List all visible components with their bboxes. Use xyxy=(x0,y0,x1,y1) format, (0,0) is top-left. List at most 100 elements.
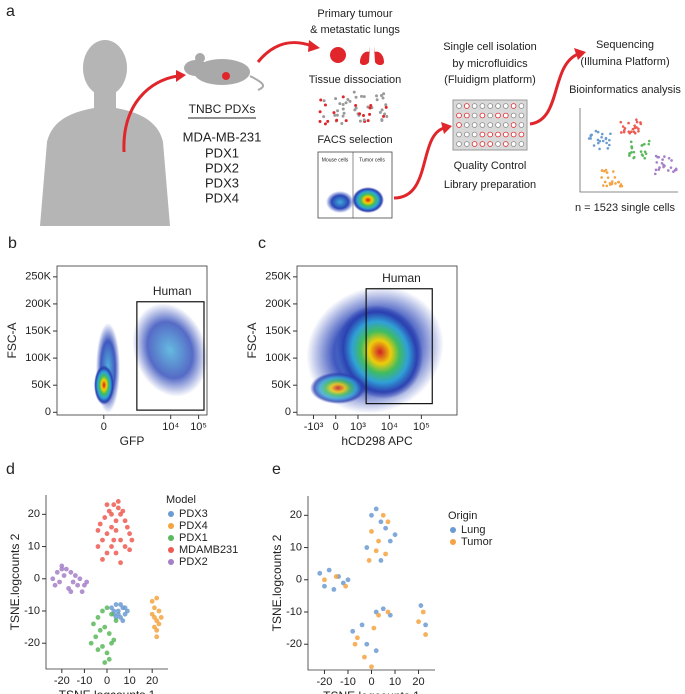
x-tick-label: 20 xyxy=(146,675,158,687)
point xyxy=(95,528,101,533)
point xyxy=(118,537,123,543)
chip-well xyxy=(463,112,470,119)
y-tick-label: -10 xyxy=(286,606,302,618)
mini-point xyxy=(653,172,657,176)
chip-well xyxy=(456,131,462,138)
point xyxy=(102,515,108,520)
mini-point xyxy=(629,140,633,144)
point xyxy=(385,519,391,525)
cell xyxy=(318,110,322,114)
cell xyxy=(334,97,338,101)
cell xyxy=(368,112,372,116)
mini-point xyxy=(606,176,610,179)
y-axis-label: TSNE.logcounts 2 xyxy=(8,533,22,630)
mini-point xyxy=(637,127,640,131)
x-axis-label: GFP xyxy=(120,434,145,448)
y-tick-label: 20 xyxy=(28,508,40,520)
cell xyxy=(358,112,362,116)
x-tick-label: 10⁴ xyxy=(381,421,398,433)
chip-well xyxy=(502,112,509,119)
cell xyxy=(381,96,385,100)
legend-label: PDX2 xyxy=(179,556,208,568)
point xyxy=(100,557,105,562)
gate-label: Human xyxy=(382,271,421,285)
point xyxy=(366,558,372,563)
cell xyxy=(318,119,322,123)
mini-point xyxy=(628,154,631,157)
chip-well xyxy=(471,103,478,109)
cell xyxy=(322,99,326,103)
mini-point xyxy=(621,125,625,128)
point xyxy=(100,537,105,543)
mini-tsne xyxy=(579,108,678,193)
point xyxy=(149,611,155,617)
point xyxy=(152,624,157,630)
x-axis-label: hCD298 APC xyxy=(341,434,413,448)
point xyxy=(54,569,60,575)
point xyxy=(423,632,428,637)
legend-label: MDAMB231 xyxy=(179,544,238,556)
point xyxy=(113,518,119,524)
point xyxy=(378,558,384,563)
point xyxy=(127,547,132,553)
step-text: (Fluidigm platform) xyxy=(444,74,536,86)
mini-point xyxy=(596,141,600,145)
chip-well xyxy=(456,112,462,119)
point xyxy=(385,609,391,615)
y-tick-label: 0 xyxy=(296,574,302,586)
cell xyxy=(332,111,336,115)
legend-label: PDX1 xyxy=(179,532,208,544)
point xyxy=(120,618,126,624)
mini-point xyxy=(635,126,638,129)
gate-label: Human xyxy=(153,284,192,298)
point xyxy=(97,521,103,527)
mini-point xyxy=(605,171,609,174)
mini-point xyxy=(635,120,639,124)
point xyxy=(97,627,103,633)
chip-well xyxy=(487,141,494,147)
mini-point xyxy=(603,180,607,184)
point xyxy=(100,644,105,649)
point xyxy=(387,538,393,544)
chip-well xyxy=(495,112,501,119)
legend-marker xyxy=(168,511,174,517)
mini-point xyxy=(666,169,670,172)
legend-marker xyxy=(450,527,456,533)
point xyxy=(63,566,69,572)
x-tick-label: -20 xyxy=(317,676,333,688)
cell xyxy=(382,92,386,96)
chip-well xyxy=(487,122,494,128)
legend-label: PDX4 xyxy=(179,520,208,532)
chip-well xyxy=(479,112,486,119)
mini-point xyxy=(605,184,609,188)
point xyxy=(156,608,162,614)
mini-point xyxy=(594,129,598,133)
cell xyxy=(336,109,340,113)
point xyxy=(100,608,105,614)
mini-point xyxy=(598,139,602,143)
pdx-model: PDX3 xyxy=(205,175,239,190)
chip-well xyxy=(502,122,509,128)
cell xyxy=(335,113,339,117)
x-tick-label: 10 xyxy=(123,675,135,687)
legend-marker xyxy=(168,559,174,565)
mini-point xyxy=(627,121,630,125)
chip-well xyxy=(471,141,478,147)
point xyxy=(106,656,112,662)
chip-well xyxy=(502,141,509,147)
point xyxy=(95,615,101,620)
mini-point xyxy=(602,184,605,187)
point xyxy=(364,641,370,647)
point xyxy=(152,605,157,611)
mouse xyxy=(184,53,265,91)
point xyxy=(113,528,119,533)
mini-point xyxy=(657,168,661,171)
point xyxy=(364,545,370,550)
point xyxy=(343,583,349,589)
y-axis-label: TSNE.logcounts 2 xyxy=(270,534,284,631)
mini-point xyxy=(617,180,621,184)
chip-well xyxy=(495,122,501,128)
mini-point xyxy=(630,130,633,134)
mini-point xyxy=(623,127,627,130)
y-tick-label: 250K xyxy=(25,271,51,283)
